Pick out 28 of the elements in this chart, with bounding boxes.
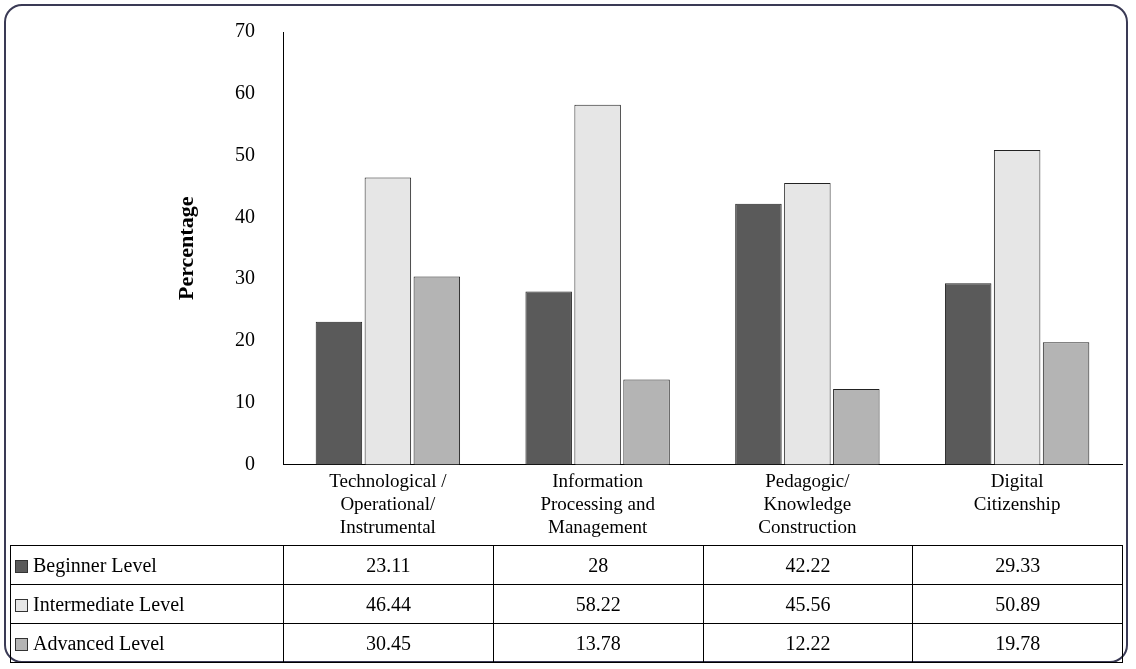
data-label: 46.44	[283, 584, 494, 624]
x-tick-label: Pedagogic/ Knowledge Construction	[758, 469, 857, 537]
legend-label: Beginner Level	[10, 545, 284, 585]
legend-label: Advanced Level	[10, 623, 284, 663]
y-tick-label: 10	[235, 390, 255, 413]
data-label: 29.33	[912, 545, 1123, 585]
x-tick-label: Technological / Operational/ Instrumental	[329, 469, 448, 537]
data-label: 45.56	[703, 584, 913, 624]
y-tick-label: 30	[235, 266, 255, 289]
y-tick-label: 0	[245, 451, 255, 474]
data-label: 58.22	[493, 584, 703, 624]
legend-label: Intermediate Level	[10, 584, 284, 624]
y-axis-title: Percentage	[172, 196, 198, 301]
data-label: 30.45	[283, 623, 494, 663]
data-label: 23.11	[283, 545, 494, 585]
y-tick-label: 70	[235, 19, 255, 42]
data-label: 19.78	[912, 623, 1123, 663]
y-tick-label: 40	[235, 204, 255, 227]
data-label: 12.22	[703, 623, 913, 663]
data-label: 28	[493, 545, 703, 585]
data-label: 50.89	[912, 584, 1123, 624]
data-label: 42.22	[703, 545, 913, 585]
y-tick-label: 60	[235, 81, 255, 104]
x-tick-label: Digital Citizenship	[973, 469, 1061, 514]
data-label: 13.78	[493, 623, 703, 663]
y-tick-label: 50	[235, 142, 255, 165]
x-tick-label: Information Processing and Management	[540, 469, 656, 537]
y-tick-label: 20	[235, 328, 255, 351]
